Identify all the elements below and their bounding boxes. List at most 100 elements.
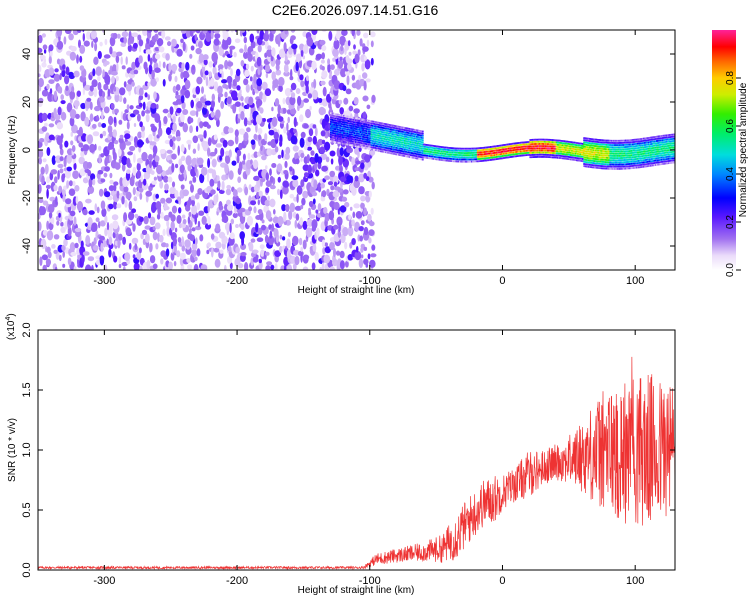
heatmap-cell [384, 142, 387, 145]
heatmap-cell [228, 170, 234, 180]
heatmap-cell [230, 90, 238, 99]
heatmap-cell [245, 84, 250, 93]
heatmap-cell [518, 144, 521, 146]
heatmap-cell [623, 152, 626, 155]
heatmap-cell [358, 133, 361, 135]
heatmap-cell [253, 206, 257, 214]
heatmap-cell [294, 219, 298, 229]
heatmap-cell [621, 163, 624, 166]
heatmap-cell [319, 146, 326, 154]
heatmap-cell [404, 146, 406, 149]
heatmap-cell [609, 139, 612, 142]
heatmap-cell [449, 151, 452, 154]
heatmap-cell [180, 144, 185, 153]
heatmap-cell [395, 144, 398, 147]
heatmap-cell [609, 167, 612, 170]
heatmap-cell [364, 145, 367, 147]
heatmap-cell [610, 159, 613, 162]
heatmap-cell [567, 140, 570, 143]
heatmap-cell [347, 128, 350, 131]
heatmap-cell [376, 138, 379, 141]
heatmap-cell [239, 231, 245, 240]
heatmap-cell [350, 125, 353, 127]
heatmap-cell [543, 149, 546, 152]
heatmap-cell [419, 136, 422, 139]
heatmap-cell [288, 210, 293, 220]
heatmap-cell [353, 138, 356, 141]
heatmap-cell [613, 163, 615, 166]
heatmap-cell [95, 217, 100, 222]
heatmap-cell [271, 30, 276, 35]
heatmap-cell [577, 155, 579, 157]
heatmap-cell [414, 157, 417, 160]
heatmap-cell [635, 149, 638, 152]
heatmap-cell [292, 145, 299, 152]
heatmap-cell [123, 130, 131, 135]
heatmap-cell [380, 124, 382, 127]
heatmap-cell [636, 162, 639, 165]
heatmap-cell [367, 126, 369, 128]
heatmap-cell [469, 154, 472, 156]
heatmap-cell [109, 223, 113, 234]
heatmap-cell [626, 146, 628, 148]
heatmap-cell [599, 165, 602, 167]
heatmap-cell [598, 162, 601, 165]
heatmap-cell [359, 120, 362, 123]
heatmap-cell [410, 143, 412, 146]
heatmap-cell [421, 137, 424, 139]
heatmap-cell [429, 155, 431, 158]
heatmap-cell [442, 150, 444, 153]
heatmap-cell [418, 136, 421, 139]
heatmap-cell [338, 129, 341, 131]
heatmap-cell [82, 33, 86, 42]
heatmap-cell [377, 132, 380, 135]
heatmap-cell [106, 222, 110, 231]
heatmap-cell [535, 140, 538, 143]
heatmap-cell [479, 147, 482, 149]
heatmap-cell [611, 139, 614, 142]
heatmap-cell [628, 163, 631, 165]
heatmap-cell [351, 238, 356, 246]
heatmap-cell [553, 145, 556, 148]
heatmap-cell [408, 136, 411, 139]
heatmap-cell [580, 160, 583, 162]
heatmap-cell [405, 131, 407, 134]
heatmap-cell [413, 137, 416, 140]
heatmap-cell [636, 147, 639, 149]
heatmap-cell [331, 125, 333, 128]
heatmap-cell [320, 130, 326, 137]
heatmap-cell [261, 81, 268, 91]
heatmap-cell [95, 66, 102, 76]
heatmap-cell [412, 156, 415, 159]
heatmap-cell [386, 136, 388, 139]
heatmap-cell [420, 145, 423, 148]
heatmap-cell [492, 152, 495, 154]
heatmap-cell [368, 119, 370, 122]
heatmap-cell [92, 131, 100, 137]
heatmap-cell [393, 127, 396, 129]
heatmap-cell [116, 203, 122, 209]
heatmap-cell [560, 140, 563, 142]
heatmap-cell [321, 139, 326, 145]
heatmap-cell [592, 151, 595, 154]
heatmap-cell [626, 165, 628, 168]
heatmap-cell [536, 149, 539, 152]
heatmap-cell [101, 91, 106, 98]
heatmap-cell [560, 142, 563, 144]
heatmap-cell [324, 212, 330, 222]
heatmap-cell [421, 147, 424, 150]
heatmap-cell [411, 152, 413, 154]
heatmap-cell [413, 131, 416, 133]
heatmap-cell [282, 180, 289, 188]
heatmap-cell [583, 150, 585, 152]
heatmap-cell [436, 154, 439, 156]
heatmap-cell [274, 263, 278, 270]
heatmap-cell [347, 139, 350, 142]
heatmap-cell [587, 140, 590, 142]
heatmap-cell [275, 58, 281, 66]
heatmap-cell [255, 222, 259, 233]
heatmap-cell [104, 191, 111, 198]
heatmap-cell [611, 155, 614, 157]
heatmap-cell [539, 149, 541, 152]
heatmap-cell [598, 143, 601, 146]
